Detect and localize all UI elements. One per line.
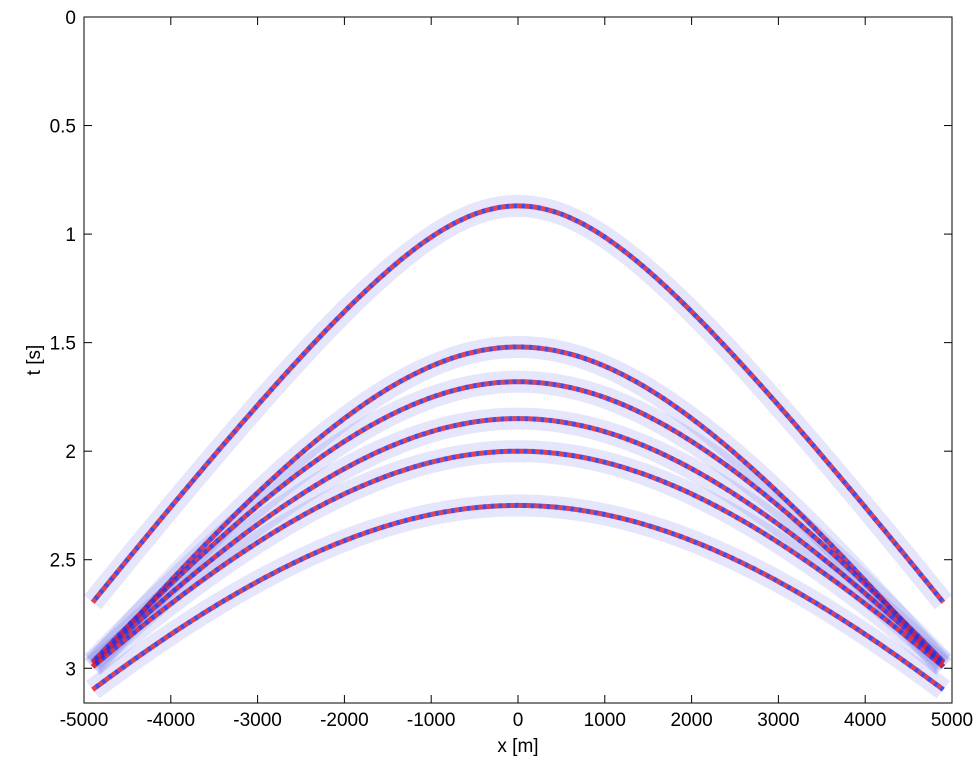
reflection: [91, 502, 945, 692]
reflection: [91, 448, 945, 669]
x-tick-label: 3000: [757, 710, 799, 731]
y-tick-label: 0: [65, 8, 76, 29]
y-axis-label: t [s]: [24, 345, 45, 376]
x-tick-label: 4000: [844, 710, 886, 731]
reflection: [90, 379, 946, 664]
y-tick-label: 0.5: [50, 117, 76, 138]
reflection: [91, 502, 945, 692]
y-tick-label: 3: [65, 659, 76, 680]
reflection-halo: [85, 440, 951, 676]
x-tick-label: -2000: [320, 710, 369, 731]
y-tick-label: 1.5: [50, 334, 76, 355]
x-tick-label: -3000: [233, 710, 282, 731]
reflection: [91, 448, 945, 669]
x-tick-label: -4000: [146, 710, 195, 731]
y-tick-label: 1: [65, 225, 76, 246]
reflection: [90, 379, 946, 664]
x-tick-label: -5000: [60, 710, 109, 731]
reflection: [90, 344, 946, 669]
x-tick-label: 2000: [670, 710, 712, 731]
y-tick-label: 2: [65, 442, 76, 463]
reflection: [90, 416, 946, 666]
reflection: [90, 203, 946, 604]
x-tick-label: 5000: [931, 710, 973, 731]
x-axis-label: x [m]: [497, 736, 538, 757]
x-tick-label: 0: [513, 710, 524, 731]
x-tick-label: -1000: [407, 710, 456, 731]
reflection: [90, 203, 946, 604]
plot-area: [84, 194, 952, 699]
y-tick-label: 2.5: [50, 551, 76, 572]
reflection: [90, 416, 946, 666]
reflection: [90, 344, 946, 669]
x-tick-label: 1000: [584, 710, 626, 731]
